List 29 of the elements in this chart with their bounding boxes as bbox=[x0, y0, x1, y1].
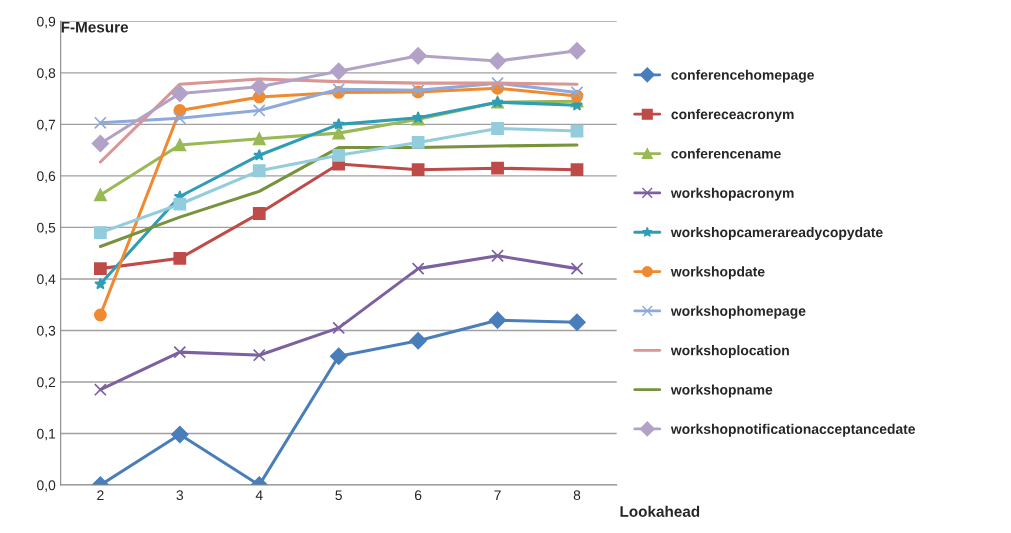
y-tick-label: 0,2 bbox=[37, 377, 56, 389]
y-tick-label: 0,3 bbox=[37, 325, 56, 338]
legend-label: conferencehomepage bbox=[671, 69, 814, 83]
y-tick-label: 0,1 bbox=[37, 428, 56, 441]
x-tick-label: 6 bbox=[414, 490, 422, 501]
x-tick-label: 3 bbox=[176, 490, 184, 501]
x-tick-label: 4 bbox=[255, 490, 263, 500]
y-tick-label: 0,4 bbox=[37, 274, 56, 286]
y-tick-label: 0,6 bbox=[37, 171, 56, 183]
x-tick-label: 8 bbox=[573, 490, 581, 501]
legend-label: confereceacronym bbox=[671, 109, 794, 122]
legend-label: conferencename bbox=[671, 148, 781, 159]
y-axis-title: F-Mesure bbox=[61, 21, 129, 33]
y-tick-label: 0,8 bbox=[37, 68, 56, 80]
x-axis-title: Lookahead bbox=[620, 505, 700, 517]
y-tick-label: 0,5 bbox=[37, 222, 56, 235]
x-tick-label: 5 bbox=[335, 490, 342, 501]
legend-label: workshopcamerareadycopydate bbox=[670, 227, 883, 240]
legend-label: workshopacronym bbox=[670, 187, 794, 201]
y-tick-label: 0,9 bbox=[37, 16, 56, 29]
legend-label: workshoplocation bbox=[670, 345, 789, 359]
legend-label: workshopname bbox=[670, 384, 773, 398]
legend-label: workshopnotificationacceptancedate bbox=[670, 423, 916, 437]
y-tick-label: 0,7 bbox=[37, 119, 56, 132]
x-tick-label: 7 bbox=[494, 490, 501, 500]
y-tick-label: 0,0 bbox=[37, 480, 56, 492]
x-tick-label: 2 bbox=[97, 490, 104, 500]
legend-label: workshopdate bbox=[670, 266, 765, 280]
legend-label: workshophomepage bbox=[670, 305, 806, 319]
